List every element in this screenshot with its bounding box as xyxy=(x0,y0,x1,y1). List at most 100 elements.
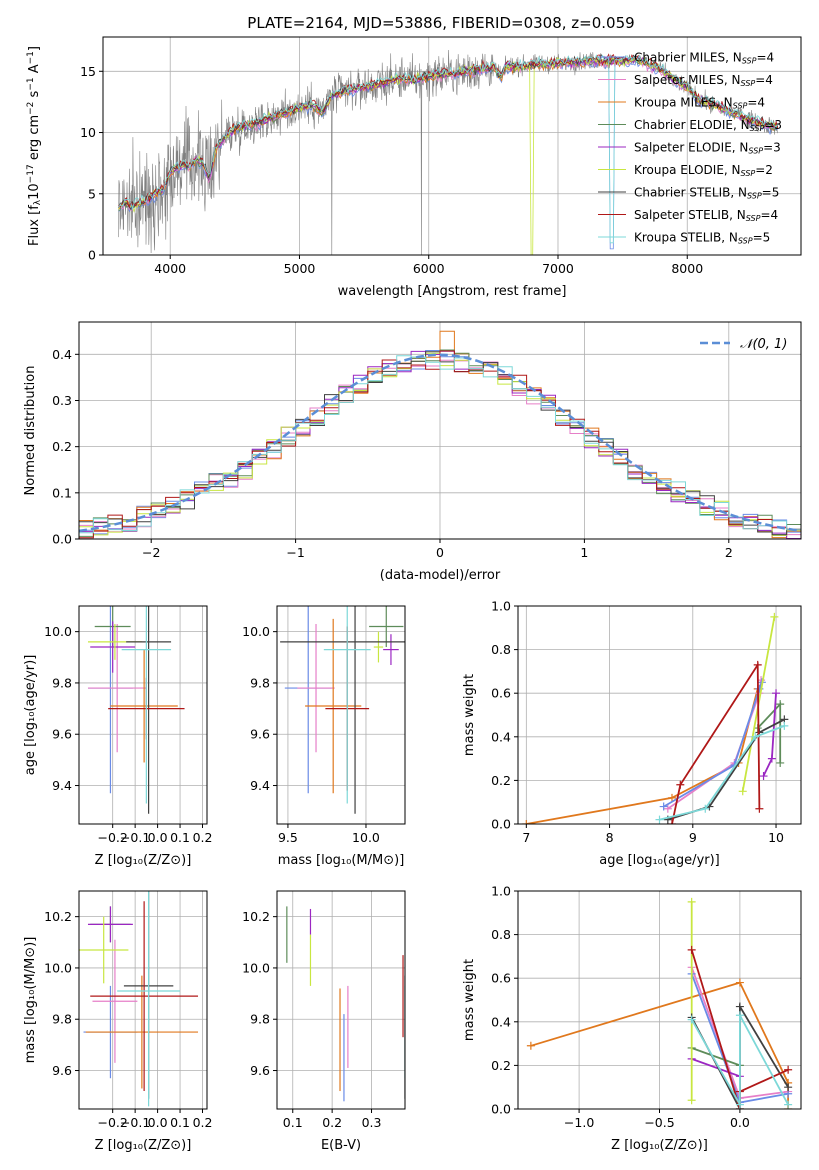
spectrum-ytick-label: 10 xyxy=(80,125,96,140)
residuals-ylabel: Normed distribution xyxy=(23,366,38,496)
spectrum-ylabel-part: −17 xyxy=(26,164,36,183)
spectrum-ylabel-part: −1 xyxy=(26,51,36,64)
legend-label-chabrier_stelib: Chabrier STELIB, NSSP=5 xyxy=(634,186,779,201)
mw_vs_age-ylabel: mass weight xyxy=(462,674,477,756)
mw_vs_Z-line-chabrier_elodie xyxy=(691,1047,741,1067)
hist-normal-curve xyxy=(79,353,801,533)
mw_vs_age-plot-area xyxy=(522,612,789,824)
legend-label-part: SSP xyxy=(741,169,756,178)
residuals-xtick-label: −2 xyxy=(142,545,160,560)
mw_vs_Z-marker-kroupa_elodie xyxy=(687,897,696,906)
mw_vs_age-panel: 7 8 9 10 0.0 0.2 0.4 0.6 0.8 1.0 age [log₁₀(age/yr… xyxy=(462,599,802,868)
mw_vs_Z-marker-kroupa_elodie xyxy=(687,1096,696,1105)
legend-label-part: SSP xyxy=(746,214,761,223)
age_vs_Z-ytick-label: 10.0 xyxy=(44,624,72,639)
mw_vs_age-line-salpeter_stelib xyxy=(671,661,761,824)
residuals-xtick-label: 2 xyxy=(725,545,733,560)
spectrum-xlabel: wavelength [Angstrom, rest frame] xyxy=(338,284,567,299)
legend-label-part: Chabrier STELIB, N xyxy=(634,186,747,200)
residuals-panel: −2 −1 0 1 2 0.0 0.1 0.2 0.3 0.4 (data-model)/error… xyxy=(23,321,802,583)
legend-label-part: SSP xyxy=(748,147,763,156)
hist-kroupa_miles xyxy=(79,330,801,539)
legend-label-part: Chabrier ELODIE, N xyxy=(634,118,750,132)
age_vs_Z-panel: −0.2−0.10.0 0.1 0.2 9.4 9.6 9.8 10.0 Z [log₁₀(Z… xyxy=(23,605,213,868)
age_vs_Z-ytick-label: 9.6 xyxy=(52,727,72,742)
mw_vs_age-ytick-label: 0.6 xyxy=(491,686,511,701)
age_vs_mass-ytick-label: 9.8 xyxy=(250,675,270,690)
mw_vs_Z-grid xyxy=(518,890,801,1110)
mw_vs_age-line-kroupa_miles xyxy=(526,688,759,824)
mass_vs_Z-ylabel: mass [log₁₀(M/M⊙)] xyxy=(23,937,38,1064)
mw_vs_age-ytick-label: 0.2 xyxy=(491,773,511,788)
figure-title: PLATE=2164, MJD=53886, FIBERID=0308, z=0… xyxy=(247,14,634,32)
spectrum-xtick-label: 5000 xyxy=(284,261,316,276)
residuals-ytick-label: 0.3 xyxy=(52,393,72,408)
mass_vs_Z-ytick-label: 10.2 xyxy=(44,909,72,924)
age_vs_Z-xtick-label: 0.2 xyxy=(193,830,213,845)
legend-label-salpeter_elodie: Salpeter ELODIE, NSSP=3 xyxy=(634,141,781,156)
residuals-xtick-label: −1 xyxy=(286,545,304,560)
mw_vs_age-marker-chabrier_elodie xyxy=(776,700,785,709)
legend-label-kroupa_elodie: Kroupa ELODIE, NSSP=2 xyxy=(634,163,773,178)
spectrum-xtick-label: 7000 xyxy=(542,261,574,276)
spectrum-ytick-label: 0 xyxy=(88,248,96,263)
mw_vs_age-marker-kroupa_miles xyxy=(667,793,676,802)
mw_vs_age-marker-kroupa_elodie xyxy=(738,787,747,796)
mw_vs_Z-ytick-label: 1.0 xyxy=(491,884,511,899)
legend-label-salpeter_miles: Salpeter MILES, NSSP=4 xyxy=(634,73,773,88)
spectrum-plot-area xyxy=(118,49,779,255)
legend-label-part: Salpeter MILES, N xyxy=(634,73,741,87)
mw_vs_age-marker-salpeter_stelib xyxy=(667,820,676,824)
legend-label-part: SSP xyxy=(747,192,762,201)
mw_vs_age-xlabel: age [log₁₀(age/yr)] xyxy=(599,853,720,868)
mw_vs_age-marker-kroupa_stelib xyxy=(751,732,760,741)
mw_vs_age-axes: 7 8 9 10 0.0 0.2 0.4 0.6 0.8 1.0 age [log₁₀(age/yr… xyxy=(462,599,802,868)
mw_vs_age-marker-salpeter_elodie xyxy=(767,754,776,763)
mw_vs_age-xtick-label: 8 xyxy=(606,830,614,845)
mw_vs_age-line-salpeter_miles xyxy=(667,679,762,810)
mass_vs_ebv-plot-area xyxy=(286,906,405,1102)
age_vs_Z-ytick-label: 9.8 xyxy=(52,675,72,690)
age_vs_Z-xlabel: Z [log₁₀(Z/Z⊙)] xyxy=(95,853,192,868)
mw_vs_age-marker-kroupa_stelib xyxy=(655,815,664,824)
spectrum-ylabel-part: λ xyxy=(33,199,43,205)
age_vs_mass-ytick-label: 9.6 xyxy=(250,727,270,742)
age_vs_mass-xtick-label: 9.5 xyxy=(278,830,298,845)
spectrum-ylabel-part: s xyxy=(27,90,42,101)
residuals-axes: −2 −1 0 1 2 0.0 0.1 0.2 0.3 0.4 (data-model)/error… xyxy=(23,321,802,583)
mw_vs_Z-xtick-label: −0.5 xyxy=(644,1115,674,1130)
residuals-ytick-label: 0.1 xyxy=(52,485,72,500)
mw_vs_Z-ylabel: mass weight xyxy=(462,959,477,1041)
mass_vs_Z-xlabel: Z [log₁₀(Z/Z⊙)] xyxy=(95,1138,192,1153)
legend-label-part: =3 xyxy=(764,118,782,132)
legend-label-part: Salpeter ELODIE, N xyxy=(634,141,748,155)
spectrum-xtick-label: 4000 xyxy=(154,261,186,276)
age_vs_mass-frame xyxy=(276,605,406,825)
mass_vs_Z-xtick-label: 0.0 xyxy=(148,1115,168,1130)
age_vs_mass-ytick-label: 9.4 xyxy=(250,778,270,793)
spectrum-xtick-label: 8000 xyxy=(671,261,703,276)
legend-label-chabrier_miles: Chabrier MILES, NSSP=4 xyxy=(634,51,774,66)
mw_vs_Z-marker-salpeter_stelib xyxy=(784,1065,793,1074)
spectrum-ylabel-part: ] xyxy=(27,46,42,51)
mass_vs_Z-panel: −0.2−0.10.0 0.1 0.2 9.6 9.8 10.0 10.2 Z [log₁₀(… xyxy=(23,890,212,1153)
mw_vs_age-marker-salpeter_elodie xyxy=(759,772,768,781)
mw_vs_age-marker-salpeter_elodie xyxy=(772,689,781,698)
mass_vs_Z-xtick-label: −0.2 xyxy=(98,1115,128,1130)
age_vs_Z-plot-area xyxy=(87,606,185,814)
spectrum-ylabel-part: 10 xyxy=(27,183,42,200)
mw_vs_age-line-chabrier_elodie xyxy=(757,701,782,763)
mw_vs_Z-plot-area xyxy=(526,897,793,1109)
spectrum-ylabel-part: A xyxy=(27,64,42,77)
mw_vs_Z-ytick-label: 0.4 xyxy=(491,1014,511,1029)
mass_vs_ebv-frame xyxy=(276,890,406,1110)
legend-label-part: Kroupa STELIB, N xyxy=(634,231,738,245)
legend-label-part: =4 xyxy=(755,73,773,87)
age_vs_Z-xtick-label: 0.0 xyxy=(148,830,168,845)
mass_vs_ebv-panel: 0.1 0.2 0.3 9.6 9.8 10.0 10.2 E(B-V) xyxy=(242,890,406,1153)
mass_vs_ebv-xtick-label: 0.2 xyxy=(322,1115,342,1130)
legend-label-kroupa_miles: Kroupa MILES, NSSP=4 xyxy=(634,96,765,111)
mw_vs_Z-line-kroupa_stelib xyxy=(690,1014,789,1109)
